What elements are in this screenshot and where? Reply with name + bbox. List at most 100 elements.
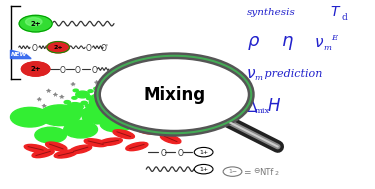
Text: d: d xyxy=(342,12,348,22)
Circle shape xyxy=(103,106,118,113)
Ellipse shape xyxy=(32,149,54,158)
Ellipse shape xyxy=(84,139,107,147)
Text: 1+: 1+ xyxy=(199,150,208,155)
Circle shape xyxy=(100,104,106,107)
Circle shape xyxy=(47,42,69,53)
Text: O: O xyxy=(32,44,38,53)
Circle shape xyxy=(82,114,98,122)
Text: O: O xyxy=(91,66,97,75)
Circle shape xyxy=(109,88,114,91)
Text: $H$: $H$ xyxy=(267,98,281,115)
Ellipse shape xyxy=(133,114,156,122)
Ellipse shape xyxy=(24,144,47,152)
Circle shape xyxy=(26,18,42,26)
Circle shape xyxy=(87,96,93,99)
Circle shape xyxy=(81,101,87,105)
Circle shape xyxy=(122,113,128,116)
Text: m: m xyxy=(254,74,262,82)
Circle shape xyxy=(94,87,99,90)
Circle shape xyxy=(19,15,52,32)
Text: 1+: 1+ xyxy=(199,167,208,172)
Circle shape xyxy=(114,97,130,105)
Ellipse shape xyxy=(54,150,77,158)
Circle shape xyxy=(120,84,125,87)
Text: $\eta$: $\eta$ xyxy=(281,33,294,52)
Circle shape xyxy=(21,62,50,76)
Circle shape xyxy=(63,109,69,112)
Circle shape xyxy=(73,89,78,92)
Circle shape xyxy=(78,120,84,123)
Ellipse shape xyxy=(160,134,181,144)
Ellipse shape xyxy=(148,122,170,131)
Text: $\nu$: $\nu$ xyxy=(314,36,324,50)
Text: m: m xyxy=(324,44,332,52)
Text: $\rho$: $\rho$ xyxy=(247,33,260,52)
Circle shape xyxy=(123,105,129,108)
Circle shape xyxy=(35,127,66,143)
Text: E: E xyxy=(331,34,337,42)
Circle shape xyxy=(10,107,50,127)
Text: O': O' xyxy=(101,44,109,53)
Text: synthesis: synthesis xyxy=(247,8,296,17)
Text: O: O xyxy=(59,66,65,75)
Text: $\Delta$: $\Delta$ xyxy=(246,99,258,115)
Circle shape xyxy=(94,121,100,124)
Text: O: O xyxy=(178,149,184,158)
Text: Mixing: Mixing xyxy=(143,85,206,104)
Text: O: O xyxy=(86,44,92,53)
Circle shape xyxy=(139,105,145,108)
Text: O: O xyxy=(160,149,166,158)
Circle shape xyxy=(99,112,105,115)
Text: 2: 2 xyxy=(274,171,278,176)
Circle shape xyxy=(111,95,117,98)
Text: 2+: 2+ xyxy=(30,66,41,72)
Circle shape xyxy=(138,113,143,116)
Text: $\nu$: $\nu$ xyxy=(246,67,256,81)
Circle shape xyxy=(126,104,133,107)
Circle shape xyxy=(93,95,98,97)
Circle shape xyxy=(89,98,106,106)
Ellipse shape xyxy=(126,142,148,151)
Circle shape xyxy=(110,103,116,107)
Circle shape xyxy=(80,112,86,115)
Text: =: = xyxy=(244,168,255,177)
Ellipse shape xyxy=(99,138,122,146)
Circle shape xyxy=(39,105,81,126)
Circle shape xyxy=(128,96,134,99)
Text: mix: mix xyxy=(255,107,270,115)
Circle shape xyxy=(81,105,117,123)
Circle shape xyxy=(119,92,124,94)
Text: prediction: prediction xyxy=(261,69,322,79)
Circle shape xyxy=(76,91,89,98)
Circle shape xyxy=(96,89,110,96)
Text: 2+: 2+ xyxy=(30,21,41,27)
Circle shape xyxy=(64,121,98,138)
Circle shape xyxy=(115,112,121,115)
Text: NEW: NEW xyxy=(10,52,27,57)
Ellipse shape xyxy=(113,130,134,139)
Polygon shape xyxy=(10,50,31,59)
Circle shape xyxy=(104,97,110,100)
Text: $T$: $T$ xyxy=(330,5,341,19)
Circle shape xyxy=(107,95,112,98)
Circle shape xyxy=(98,56,251,133)
Text: NTf: NTf xyxy=(260,168,274,177)
Circle shape xyxy=(102,105,108,108)
Circle shape xyxy=(116,105,122,107)
Circle shape xyxy=(96,113,102,116)
Circle shape xyxy=(100,116,132,132)
Circle shape xyxy=(135,85,140,88)
Ellipse shape xyxy=(70,145,92,153)
Text: 1−: 1− xyxy=(228,169,237,174)
Ellipse shape xyxy=(46,142,67,151)
Circle shape xyxy=(126,107,141,114)
Circle shape xyxy=(88,90,93,92)
Text: O: O xyxy=(75,66,81,75)
Text: ⊖: ⊖ xyxy=(253,166,260,175)
Circle shape xyxy=(123,86,136,93)
Text: 2+: 2+ xyxy=(53,45,63,50)
Circle shape xyxy=(67,103,83,111)
Ellipse shape xyxy=(152,106,175,113)
Circle shape xyxy=(64,101,70,104)
Circle shape xyxy=(72,97,77,99)
